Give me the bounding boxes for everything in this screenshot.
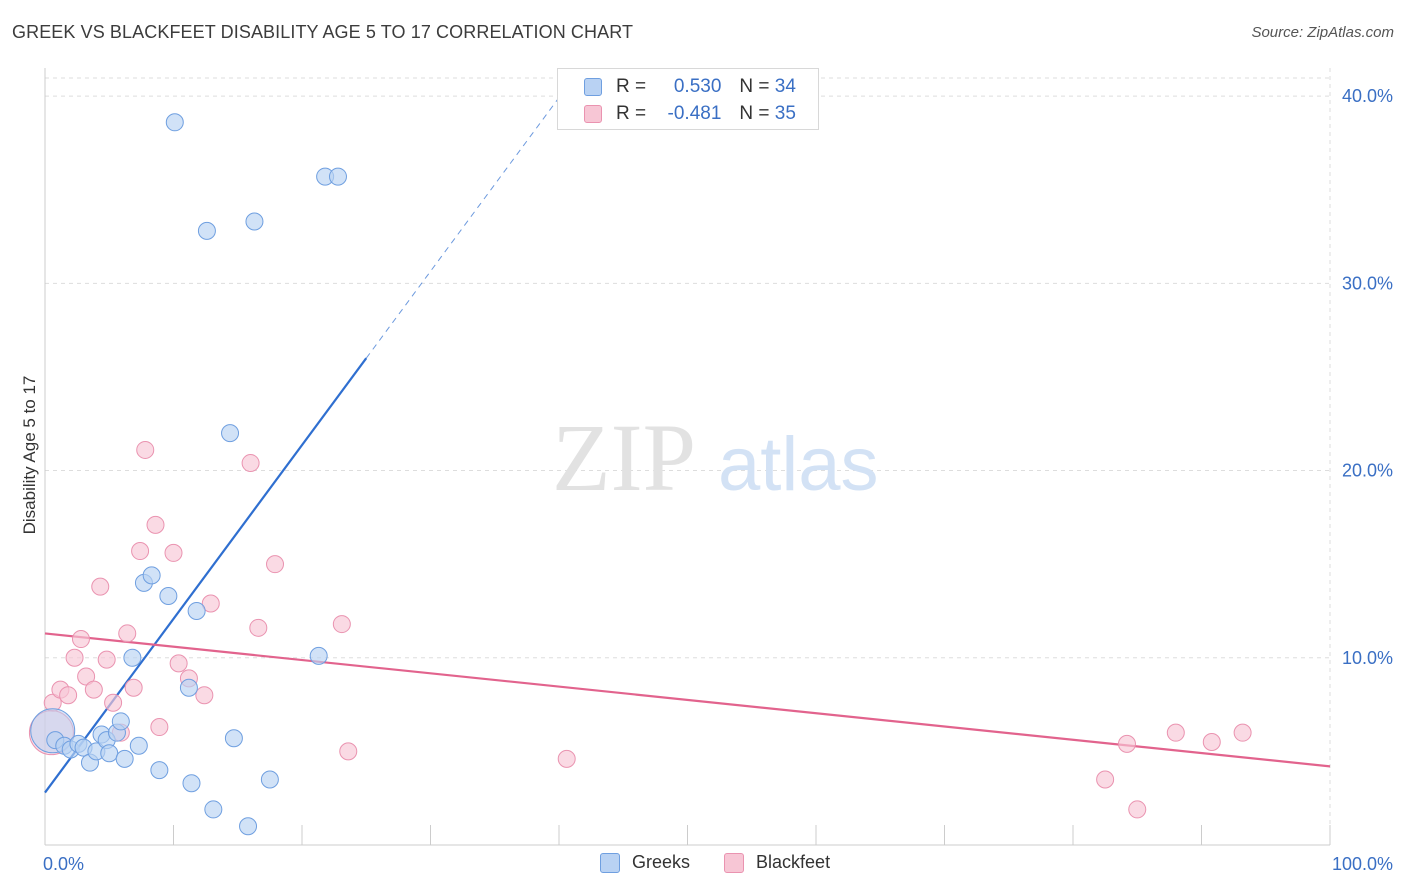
blackfeet-point — [332, 615, 351, 634]
legend-item-greeks[interactable]: Greeks — [600, 852, 690, 873]
blackfeet-point — [1128, 800, 1147, 819]
y-tick-label: 10.0% — [1342, 648, 1393, 668]
legend-item-blackfeet[interactable]: Blackfeet — [724, 852, 830, 873]
n-label: N = — [739, 103, 770, 124]
blackfeet-point — [65, 648, 84, 667]
greeks-point — [150, 761, 169, 780]
greeks-trend-extension — [365, 97, 560, 359]
legend-label: Greeks — [632, 852, 691, 872]
legend-row-blackfeet: R = -0.481 N = 35 — [584, 102, 796, 126]
greeks-point — [142, 566, 161, 585]
greeks-point — [221, 424, 240, 443]
blackfeet-point — [1233, 723, 1252, 742]
greeks-point — [204, 800, 223, 819]
y-tick-label: 40.0% — [1342, 86, 1393, 106]
legend-label: Blackfeet — [756, 852, 831, 872]
watermark-atlas: atlas — [718, 422, 879, 507]
greeks-point — [179, 678, 198, 697]
greeks-point — [245, 212, 264, 231]
blackfeet-point — [169, 654, 188, 673]
source-label: Source: ZipAtlas.com — [1251, 24, 1394, 41]
blackfeet-point — [1166, 723, 1185, 742]
n-value: 34 — [774, 76, 796, 97]
blackfeet-point — [136, 440, 155, 459]
greeks-point — [187, 601, 206, 620]
blackfeet-point — [150, 718, 169, 737]
blackfeet-point — [118, 624, 137, 643]
blackfeet-point — [146, 515, 165, 534]
greeks-point — [123, 648, 142, 667]
blackfeet-point — [557, 749, 576, 768]
x-tick-label: 100.0% — [1332, 854, 1393, 874]
trend-lines — [44, 97, 1331, 794]
blackfeet-point — [241, 454, 260, 473]
series-legend: Greeks Blackfeet — [600, 852, 864, 873]
blackfeet-point — [131, 542, 150, 561]
greeks-point — [182, 774, 201, 793]
greeks-point — [224, 729, 243, 748]
blackfeet-point — [124, 678, 143, 697]
blackfeet-trend-line — [44, 632, 1331, 768]
n-value: 35 — [774, 103, 796, 124]
blackfeet-point — [339, 742, 358, 761]
greeks-swatch-icon — [584, 78, 602, 96]
blackfeet-point — [84, 680, 103, 699]
y-tick-label: 20.0% — [1342, 461, 1393, 481]
r-value: -0.481 — [667, 103, 722, 124]
n-label: N = — [739, 76, 770, 97]
r-label: R = — [616, 103, 647, 124]
greeks-point — [129, 736, 148, 755]
blackfeet-point — [249, 618, 268, 637]
blackfeet-point — [1117, 734, 1136, 753]
data-points — [28, 113, 1252, 836]
greeks-point — [239, 817, 258, 836]
greeks-point — [309, 646, 328, 665]
greeks-point — [115, 749, 134, 768]
blackfeet-swatch-icon — [724, 852, 745, 873]
y-tick-label: 30.0% — [1342, 273, 1393, 293]
greeks-point — [197, 221, 216, 240]
blackfeet-point — [104, 693, 123, 712]
blackfeet-point — [71, 630, 90, 649]
greeks-point — [159, 586, 178, 605]
blackfeet-swatch-icon — [584, 105, 602, 123]
blackfeet-point — [266, 555, 285, 574]
blackfeet-point — [59, 686, 78, 705]
greeks-point — [100, 744, 119, 763]
chart-title: GREEK VS BLACKFEET DISABILITY AGE 5 TO 1… — [12, 22, 634, 42]
greeks-trend-line — [44, 357, 368, 794]
blackfeet-point — [1096, 770, 1115, 789]
greeks-point — [165, 113, 184, 132]
blackfeet-point — [1202, 733, 1221, 752]
greeks-point — [260, 770, 279, 789]
r-value: 0.530 — [673, 76, 722, 97]
x-tick-label: 0.0% — [43, 854, 84, 874]
blackfeet-point — [164, 543, 183, 562]
blackfeet-point — [201, 594, 220, 613]
greeks-point — [328, 167, 347, 186]
blackfeet-point — [97, 650, 116, 669]
greeks-point — [111, 712, 130, 731]
legend-row-greeks: R = 0.530 N = 34 — [584, 75, 796, 99]
blackfeet-point — [91, 577, 110, 596]
stats-legend: R = 0.530 N = 34 R = -0.481 N = 35 — [557, 68, 819, 130]
blackfeet-point — [195, 686, 214, 705]
watermark-zip: ZIP — [552, 404, 696, 511]
watermark: ZIP atlas — [552, 404, 879, 511]
r-label: R = — [616, 76, 647, 97]
greeks-swatch-icon — [600, 852, 620, 873]
tick-labels: 10.0% 20.0% 30.0% 40.0% 0.0% 100.0% — [43, 86, 1393, 874]
